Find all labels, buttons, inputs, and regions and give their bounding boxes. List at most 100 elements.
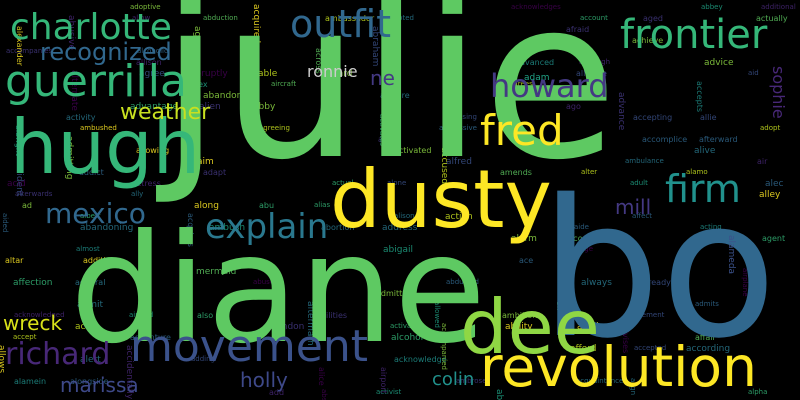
word: afterward — [699, 135, 738, 144]
word: marissa — [60, 373, 139, 397]
word: actual — [332, 179, 354, 187]
word: ahead — [562, 91, 590, 101]
word: charlotte — [10, 7, 172, 48]
word: mill — [615, 195, 652, 219]
word: firm — [665, 167, 741, 211]
word: addict — [79, 168, 104, 177]
word: abigail — [383, 245, 413, 255]
word: add — [269, 388, 285, 397]
word: activist — [376, 388, 402, 396]
word: dusty — [330, 153, 552, 246]
word: ambushed — [80, 124, 117, 132]
word: agreement — [626, 311, 665, 319]
word: acid — [7, 179, 26, 189]
word: accepting — [633, 113, 673, 122]
word: alamo — [686, 168, 708, 176]
word: accomplice — [642, 135, 688, 144]
word: abandon — [265, 322, 305, 332]
word: allow — [132, 14, 151, 22]
word: aggressive — [439, 124, 477, 132]
word: account — [580, 14, 608, 22]
word: agent — [762, 234, 786, 243]
word: accept — [13, 333, 37, 341]
word: abduction — [203, 14, 238, 22]
word: altar — [5, 256, 24, 265]
word: alive — [694, 146, 716, 156]
word: alison — [394, 212, 415, 220]
word: abandoned — [203, 91, 254, 101]
word: age — [580, 245, 594, 253]
word: affair — [695, 333, 716, 342]
word: alter — [581, 168, 598, 176]
word: revolution — [480, 335, 757, 399]
word: always — [581, 278, 612, 288]
word: abu — [259, 201, 275, 210]
word: allie — [700, 113, 717, 122]
word: accepted — [634, 344, 667, 352]
word: acquire — [380, 91, 410, 100]
word: recognized — [40, 38, 172, 66]
word: ability — [505, 322, 533, 332]
word: addition — [83, 256, 116, 265]
word: abilities — [316, 311, 348, 320]
word: alley — [759, 190, 781, 200]
word: adapt — [203, 168, 227, 177]
word: alcohol — [391, 333, 424, 343]
word: academy — [577, 322, 619, 332]
word: guerrilla — [5, 56, 187, 107]
word: abby — [253, 102, 276, 112]
word: accusing — [446, 113, 477, 121]
word: abducted — [446, 278, 479, 286]
word: alongside — [70, 377, 109, 386]
word: ambassador — [325, 14, 375, 23]
word: air — [757, 157, 768, 166]
word: acting — [700, 223, 722, 231]
word: act — [75, 322, 89, 332]
word: admits — [695, 300, 719, 308]
word: julie — [160, 0, 619, 208]
word: ambulance — [625, 157, 664, 165]
word: abandoning — [80, 223, 134, 233]
word: aid — [748, 69, 759, 77]
word: allison — [136, 58, 162, 67]
word: action — [445, 212, 473, 222]
word: alarm — [511, 234, 537, 244]
word: accompany — [564, 234, 611, 243]
word: activate — [390, 322, 419, 330]
word: aim — [197, 157, 214, 167]
word: agree — [139, 69, 165, 79]
word: aided — [1, 213, 9, 233]
word: ad — [22, 201, 32, 210]
word: richard — [5, 337, 111, 372]
word: ambush — [209, 223, 246, 233]
word: alert — [80, 355, 101, 365]
word: alex — [191, 80, 208, 89]
word: accuses — [266, 146, 295, 154]
word: also — [197, 311, 214, 320]
word: according — [686, 344, 731, 354]
word: allowing — [136, 146, 170, 155]
word: acknowledged — [14, 311, 65, 319]
word: abuse — [253, 278, 275, 286]
word: alcoholic — [137, 47, 168, 55]
word: outfit — [290, 2, 392, 46]
word: dee — [460, 283, 600, 371]
word: alpha — [748, 388, 768, 396]
word: absence — [320, 389, 328, 400]
word: weather — [120, 100, 211, 125]
word: alien — [199, 102, 221, 112]
word: admit — [77, 300, 104, 310]
word: advice — [704, 58, 734, 68]
word: acknowledge — [394, 355, 447, 364]
word: ally — [131, 190, 144, 198]
word: affect — [632, 212, 653, 220]
word: alliance — [576, 69, 607, 78]
word: aide — [574, 223, 589, 231]
word: address — [382, 223, 418, 233]
word: movement — [130, 321, 368, 372]
word: alone — [387, 179, 407, 187]
word: diane — [70, 203, 487, 377]
word: adult — [630, 179, 648, 187]
word: adopt — [760, 124, 781, 132]
